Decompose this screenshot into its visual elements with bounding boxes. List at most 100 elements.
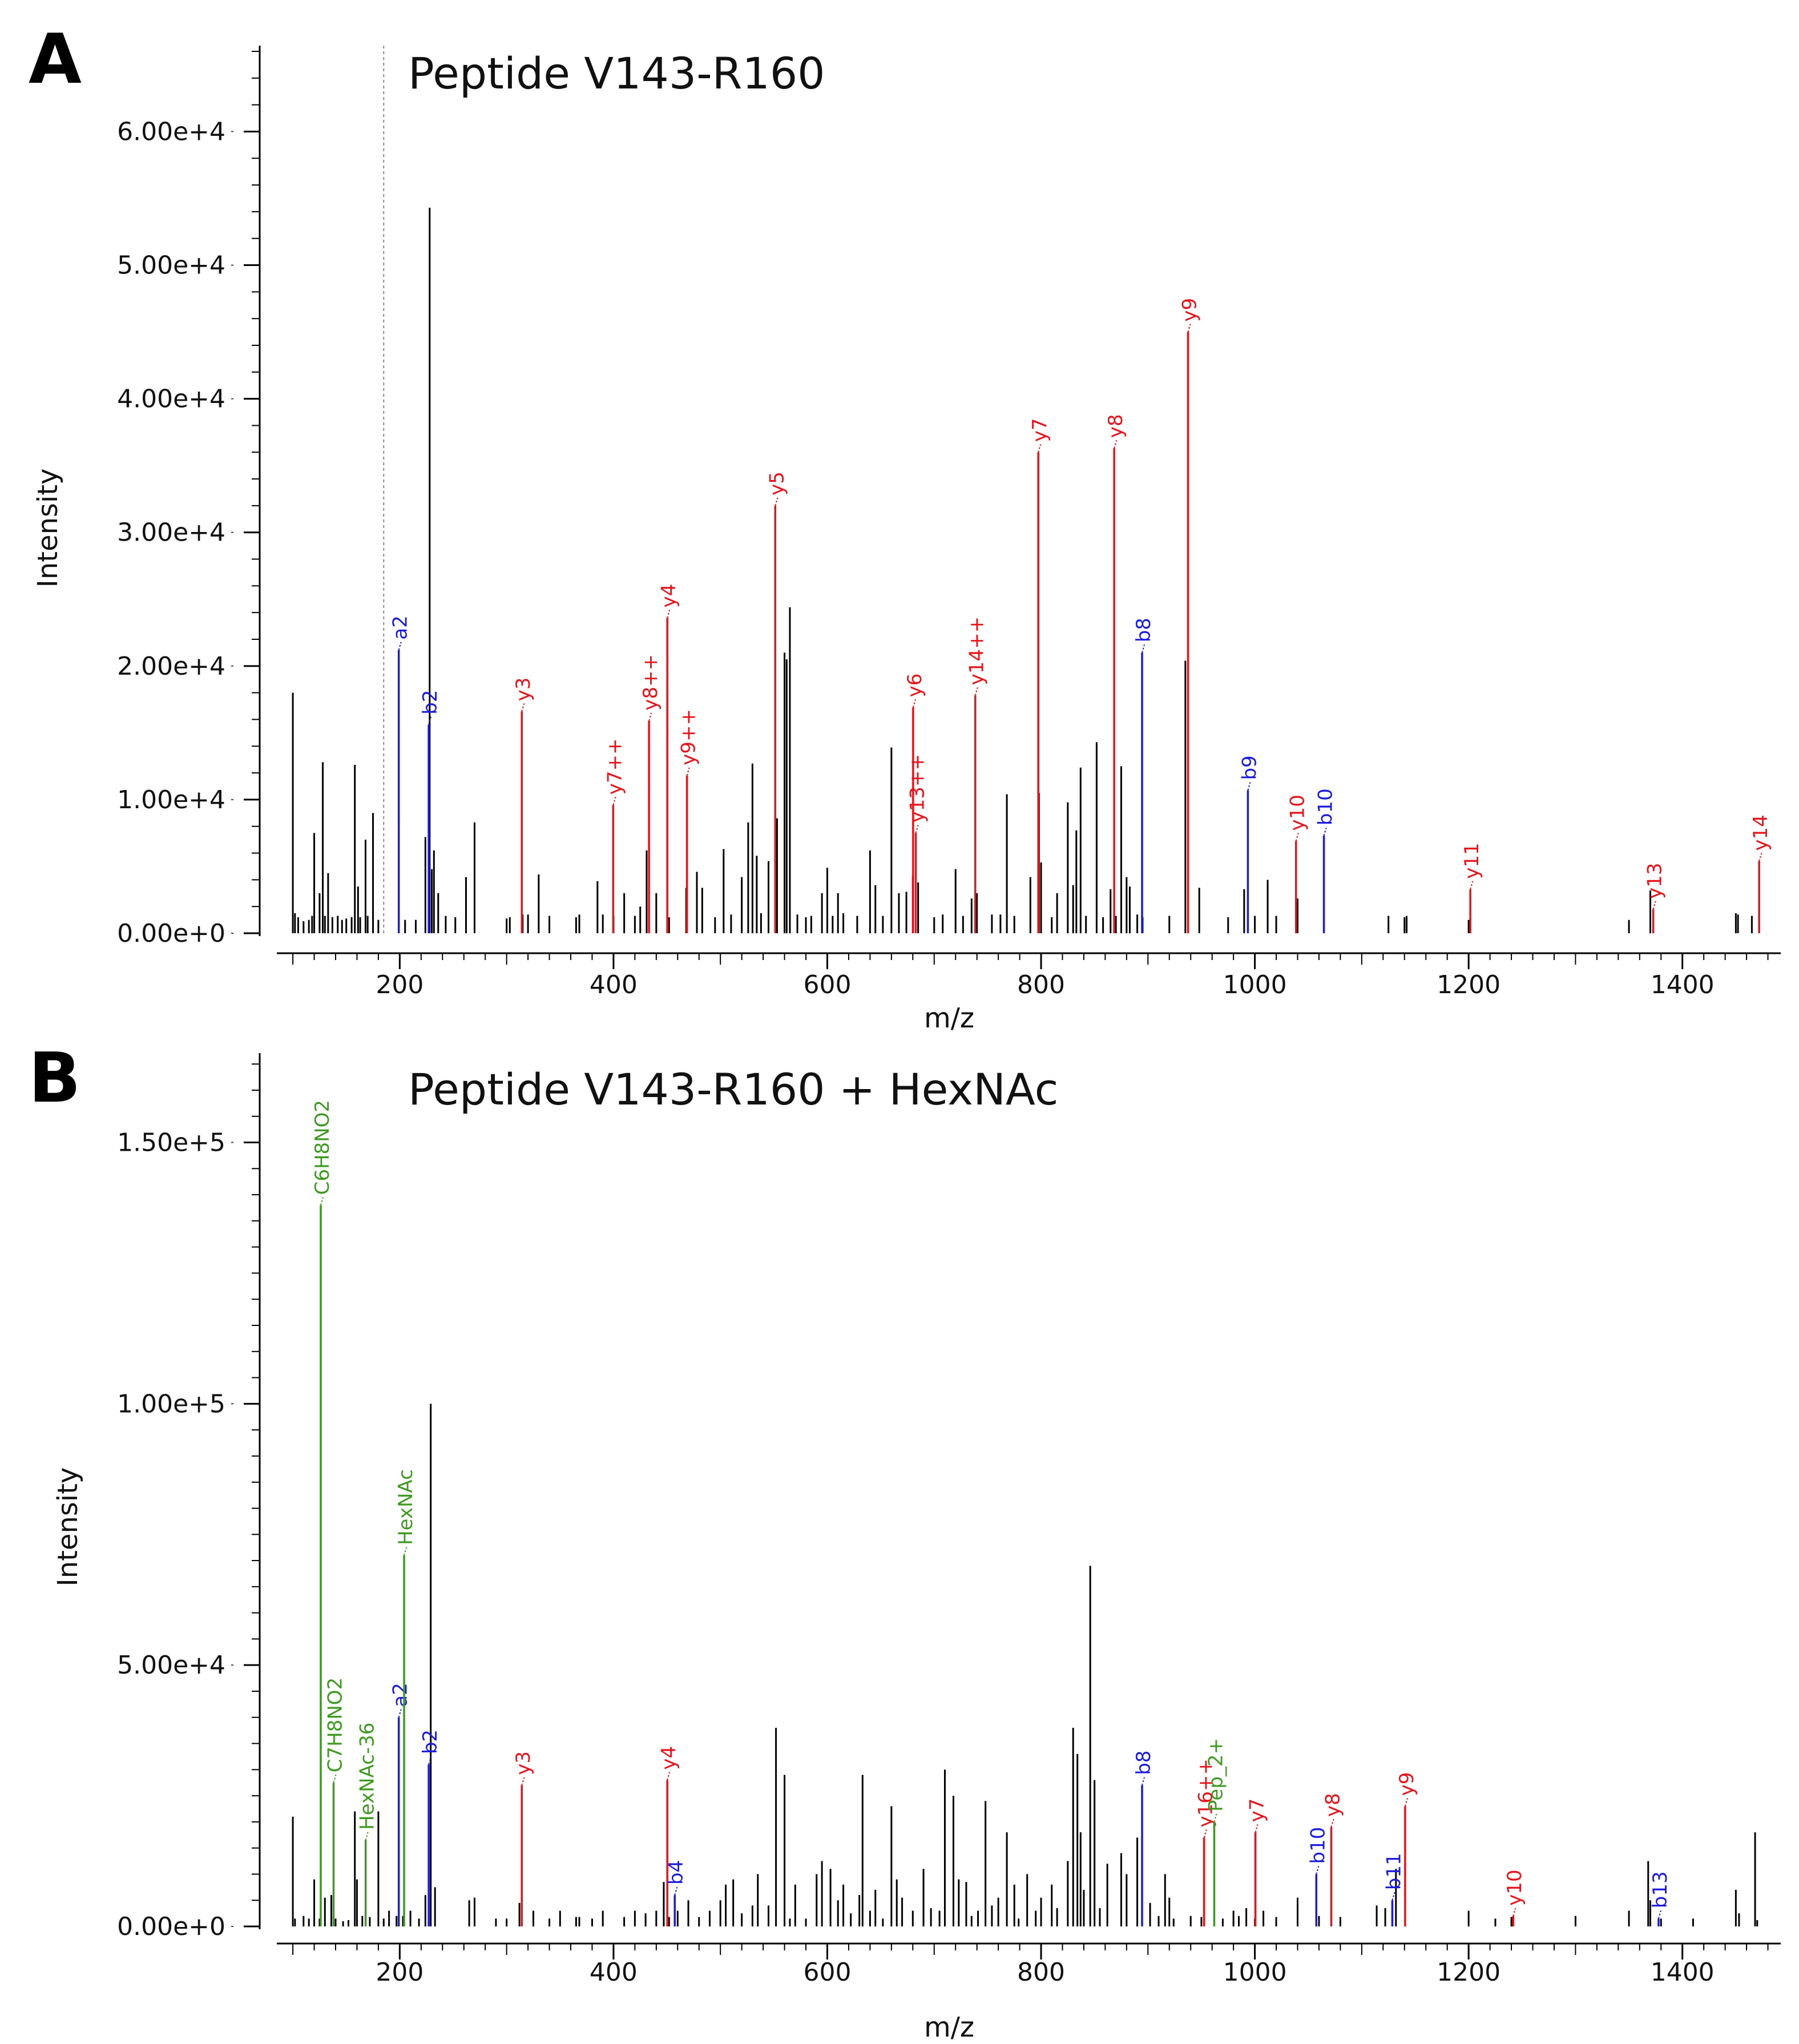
panel-a-peak-label: y8 <box>1104 414 1127 438</box>
panel-b-peak-leader <box>521 1777 525 1786</box>
panel-b-x-tick-label: 400 <box>590 1958 638 1987</box>
panel-a-peak-label: b2 <box>419 690 442 715</box>
panel-b-peak-label: b2 <box>419 1729 442 1754</box>
panel-b-peak-label: Pep_2+ <box>1204 1738 1227 1812</box>
panel-a-peak-leader <box>912 699 916 708</box>
panel-a-y-tick-label: 2.00e+4 <box>117 652 225 681</box>
panel-a: A Peptide V143-R160 Intensity m/z 0.00e+… <box>29 20 1781 1034</box>
panel-letter-a: A <box>29 20 82 99</box>
panel-b-peak-leader <box>1512 1908 1516 1916</box>
panel-a-peak-leader <box>915 825 919 833</box>
panel-b-peak-label: b11 <box>1382 1853 1405 1890</box>
panel-a-peak-label: a2 <box>389 615 412 639</box>
panel-b-peak-label: C7H8NO2 <box>324 1678 346 1772</box>
panel-a-peak-label: y7 <box>1028 418 1051 442</box>
panel-a-peak-label: y6 <box>903 674 926 698</box>
panel-a-peak-leader <box>1323 827 1327 836</box>
panel-a-peak-leader <box>667 610 671 618</box>
panel-b-x-tick-label: 1000 <box>1223 1958 1287 1987</box>
panel-b-x-tick-label: 800 <box>1017 1958 1065 1987</box>
panel-a-peak-label: y5 <box>765 471 788 495</box>
panel-a-peak-leader <box>1187 324 1191 332</box>
panel-a-y-tick-label: 3.00e+4 <box>117 518 225 547</box>
panel-a-peak-leader <box>974 687 978 696</box>
panel-a-peak-label: y13 <box>1644 862 1667 898</box>
panel-a-peak-label: b10 <box>1314 788 1337 825</box>
panel-a-y-tick-label: 0.00e+0 <box>117 919 225 948</box>
panel-b-peak-leader <box>404 1547 408 1556</box>
panel-a-peak-leader <box>1470 881 1474 890</box>
panel-b-y-tick-label: 0.00e+0 <box>117 1912 225 1941</box>
panel-b-x-tick-label: 1200 <box>1437 1958 1500 1987</box>
panel-a-peak-leader <box>1141 644 1145 653</box>
panel-b-peak-label: b4 <box>665 1860 688 1885</box>
panel-a-peak-leader <box>686 767 690 776</box>
panel-b-peak-label: y4 <box>658 1746 680 1770</box>
panel-a-y-tick-label: 5.00e+4 <box>117 251 225 280</box>
panel-b-peak-leader <box>667 1772 671 1780</box>
panel-b-peak-leader <box>333 1774 337 1783</box>
panel-b-peak-leader <box>1316 1866 1320 1874</box>
panel-b-peak-leader <box>320 1197 324 1206</box>
panel-letter-b: B <box>29 1039 80 1118</box>
panel-a-peak-label: y9++ <box>677 709 700 765</box>
panel-b-peak-leader <box>1330 1819 1334 1828</box>
panel-a-peak-leader <box>612 796 616 805</box>
panel-a-x-tick-label: 400 <box>590 970 638 999</box>
panel-a-peak-leader <box>1038 444 1042 453</box>
panel-a-title: Peptide V143-R160 <box>408 48 825 99</box>
panel-b-peak-leader <box>1213 1813 1217 1823</box>
panel-a-peak-leader <box>521 703 525 712</box>
panel-a-peak-leader <box>1247 782 1251 791</box>
panel-a-x-tick-label: 800 <box>1017 970 1065 999</box>
panel-b-peak-leader <box>428 1756 432 1765</box>
panel-a-peak-leader <box>398 642 402 651</box>
panel-b-y-axis-label: Intensity <box>52 1468 84 1587</box>
panel-b-peak-label: HexNAc <box>394 1469 417 1545</box>
panel-b-y-tick-label: 1.00e+5 <box>117 1389 225 1418</box>
panel-a-peak-label: y14++ <box>966 616 989 685</box>
panel-a-peak-label: b9 <box>1238 755 1261 780</box>
panel-b-x-axis-label: m/z <box>924 2011 974 2043</box>
panel-a-peak-leader <box>775 497 779 506</box>
panel-a-x-tick-label: 1000 <box>1223 970 1287 999</box>
panel-a-peak-leader <box>1652 901 1656 910</box>
panel-b-peak-label: a2 <box>389 1683 412 1707</box>
panel-b-peak-label: y9 <box>1395 1772 1418 1796</box>
panel-a-peak-label: y7++ <box>603 739 626 795</box>
panel-a-peak-label: y4 <box>658 584 680 608</box>
panel-b-peak-leader <box>398 1709 402 1718</box>
panel-b-x-tick-label: 1400 <box>1651 1958 1715 1987</box>
panel-a-peak-label: b8 <box>1132 618 1155 642</box>
panel-a-peak-leader <box>648 712 652 721</box>
panel-b-peak-label: C6H8NO2 <box>311 1100 334 1195</box>
panel-a-peak-leader <box>1114 440 1118 449</box>
panel-a-y-tick-label: 1.00e+4 <box>117 785 225 815</box>
panel-b-peak-label: y7 <box>1246 1798 1269 1822</box>
panel-b-peak-leader <box>1255 1824 1259 1833</box>
panel-b-title: Peptide V143-R160 + HexNAc <box>408 1064 1058 1115</box>
panel-a-x-axis-label: m/z <box>924 1002 974 1034</box>
panel-a-peak-label: y9 <box>1179 298 1201 322</box>
panel-b-peak-label: y8 <box>1321 1793 1344 1817</box>
panel-b-y-tick-label: 5.00e+4 <box>117 1651 225 1680</box>
panel-b-peak-label: b8 <box>1132 1751 1155 1775</box>
panel-a-peak-label: y11 <box>1461 842 1483 878</box>
panel-a-y-tick-label: 6.00e+4 <box>117 117 225 146</box>
panel-b-peak-label: y10 <box>1503 1869 1526 1905</box>
panel-a-peak-label: y3 <box>512 678 535 702</box>
panel-b-peak-label: b13 <box>1649 1871 1672 1908</box>
panel-b-y-tick-label: 1.50e+5 <box>117 1128 225 1158</box>
panel-b-plot-area: 0.00e+0 5.00e+4 1.00e+5 1.50e+5 200 400 600 800… <box>117 1053 1781 1987</box>
panel-b: B Peptide V143-R160 + HexNAc Intensity m… <box>29 1039 1781 2043</box>
panel-a-x-tick-label: 600 <box>803 970 851 999</box>
panel-b-peak-leader <box>1141 1777 1145 1786</box>
panel-a-peak-label: y14 <box>1749 815 1772 850</box>
panel-b-x-tick-label: 200 <box>376 1958 423 1987</box>
panel-a-x-tick-label: 1400 <box>1651 970 1715 999</box>
panel-a-peak-label: y10 <box>1286 795 1309 830</box>
panel-a-plot-area: 0.00e+0 1.00e+4 2.00e+4 3.00e+4 4.00e+4 5.00e… <box>117 46 1781 999</box>
panel-a-peak-leader <box>1295 833 1299 841</box>
